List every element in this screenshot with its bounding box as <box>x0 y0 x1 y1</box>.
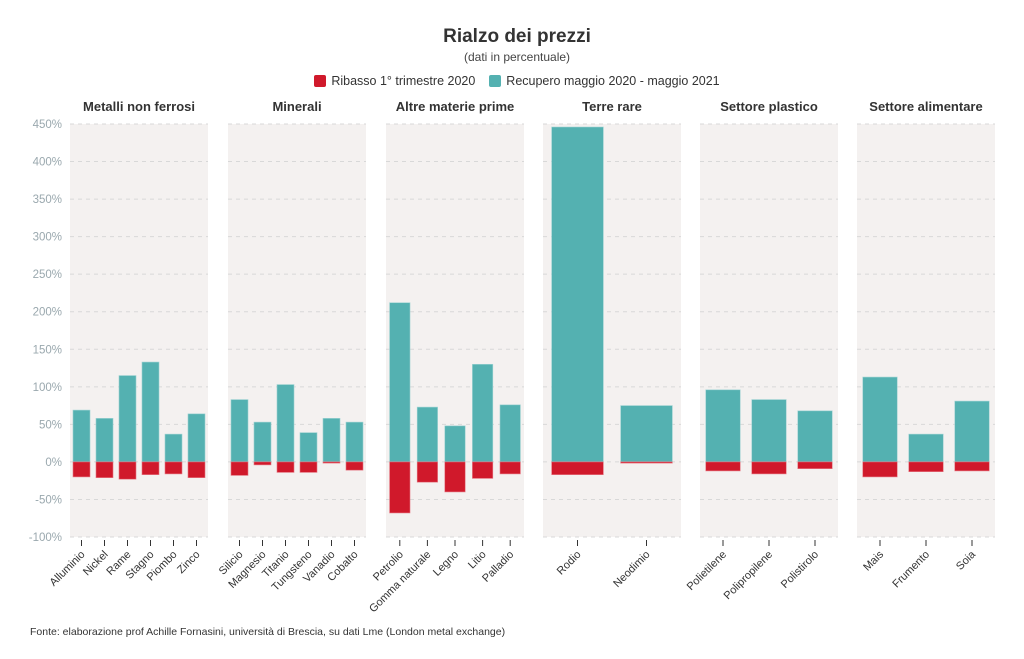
panel-title: Altre materie prime <box>396 99 515 114</box>
panel-background <box>228 124 366 537</box>
panel-title: Settore alimentare <box>869 99 982 114</box>
x-tick-label: Nickel <box>81 549 111 579</box>
y-tick-label: 0% <box>45 457 62 469</box>
bar-ribasso <box>499 461 521 475</box>
bar-ribasso <box>416 461 438 483</box>
bar-recupero <box>322 418 341 463</box>
y-tick-label: -50% <box>35 494 62 506</box>
x-tick-label: Legno <box>431 549 461 579</box>
panel-title: Minerali <box>272 99 321 114</box>
x-tick-label: Polietilene <box>685 549 729 593</box>
bar-ribasso <box>389 461 411 514</box>
x-tick-label: Soia <box>954 548 979 573</box>
y-tick-label: -100% <box>29 532 62 544</box>
panel-title: Settore plastico <box>720 99 818 114</box>
bar-recupero <box>187 413 206 463</box>
y-tick-label: 400% <box>33 157 62 169</box>
legend-label-ribasso: Ribasso 1° trimestre 2020 <box>331 74 476 88</box>
chart-title: Rialzo dei prezzi <box>443 26 591 47</box>
bar-ribasso <box>72 461 91 478</box>
bar-ribasso <box>187 461 206 478</box>
bar-recupero <box>620 405 673 463</box>
y-tick-label: 250% <box>33 269 62 281</box>
bar-recupero <box>95 418 114 463</box>
bar-recupero <box>499 404 521 463</box>
y-tick-label: 450% <box>33 119 62 131</box>
source-footer: Fonte: elaborazione prof Achille Fornasi… <box>30 626 506 638</box>
bar-ribasso <box>620 461 673 464</box>
bar-recupero <box>751 399 787 463</box>
bar-recupero <box>164 433 183 463</box>
bar-ribasso <box>322 461 341 464</box>
x-tick-label: Mais <box>861 548 886 573</box>
bar-recupero <box>276 384 295 463</box>
bar-ribasso <box>230 461 249 476</box>
bar-ribasso <box>345 461 364 471</box>
bar-ribasso <box>118 461 137 480</box>
panel-title: Terre rare <box>582 99 642 114</box>
y-tick-label: 200% <box>33 307 62 319</box>
bar-recupero <box>705 389 741 463</box>
legend-item-ribasso: Ribasso 1° trimestre 2020 <box>314 74 475 88</box>
y-tick-label: 50% <box>39 419 62 431</box>
x-tick-label: Rodio <box>555 549 584 578</box>
bar-ribasso <box>299 461 318 473</box>
bar-ribasso <box>141 461 160 475</box>
bar-recupero <box>230 399 249 463</box>
bar-recupero <box>253 421 272 463</box>
legend-swatch-recupero <box>489 75 502 87</box>
chart-subtitle: (dati in percentuale) <box>463 50 571 64</box>
bar-recupero <box>389 302 411 463</box>
bar-recupero <box>345 421 364 463</box>
bar-ribasso <box>164 461 183 475</box>
legend-swatch-ribasso <box>314 75 327 87</box>
bar-ribasso <box>705 461 741 472</box>
panel-background <box>70 124 208 537</box>
bar-recupero <box>551 126 604 463</box>
x-tick-label: Zinco <box>175 549 203 577</box>
bar-recupero <box>472 363 494 463</box>
bar-recupero <box>797 410 833 463</box>
bar-ribasso <box>444 461 466 493</box>
bar-ribasso <box>797 461 833 469</box>
x-tick-label: Frumento <box>890 549 932 591</box>
bar-ribasso <box>751 461 787 475</box>
bar-recupero <box>908 433 944 463</box>
bar-ribasso <box>276 461 295 473</box>
bar-recupero <box>72 409 91 463</box>
bar-ribasso <box>551 461 604 475</box>
y-tick-label: 150% <box>33 344 62 356</box>
bar-recupero <box>299 432 318 463</box>
bar-recupero <box>118 375 137 463</box>
y-tick-label: 350% <box>33 194 62 206</box>
bar-recupero <box>141 361 160 463</box>
legend-item-recupero: Recupero maggio 2020 - maggio 2021 <box>489 74 720 88</box>
bar-recupero <box>954 400 990 463</box>
x-tick-label: Polistirolo <box>779 549 821 591</box>
bar-ribasso <box>253 461 272 466</box>
bar-ribasso <box>95 461 114 478</box>
legend: Ribasso 1° trimestre 2020 Recupero maggi… <box>0 74 1024 88</box>
bar-ribasso <box>954 461 990 472</box>
panel-title: Metalli non ferrosi <box>83 99 195 114</box>
bar-recupero <box>862 376 898 463</box>
y-tick-label: 300% <box>33 232 62 244</box>
bar-recupero <box>416 406 438 463</box>
legend-label-recupero: Recupero maggio 2020 - maggio 2021 <box>506 74 720 88</box>
bar-ribasso <box>472 461 494 479</box>
y-tick-label: 100% <box>33 382 62 394</box>
x-tick-label: Polipropilene <box>722 549 775 602</box>
panel-background <box>700 124 838 537</box>
x-tick-label: Neodimio <box>611 549 652 590</box>
bar-ribasso <box>908 461 944 472</box>
bar-recupero <box>444 425 466 463</box>
bar-ribasso <box>862 461 898 478</box>
x-tick-label: Litio <box>466 549 489 572</box>
